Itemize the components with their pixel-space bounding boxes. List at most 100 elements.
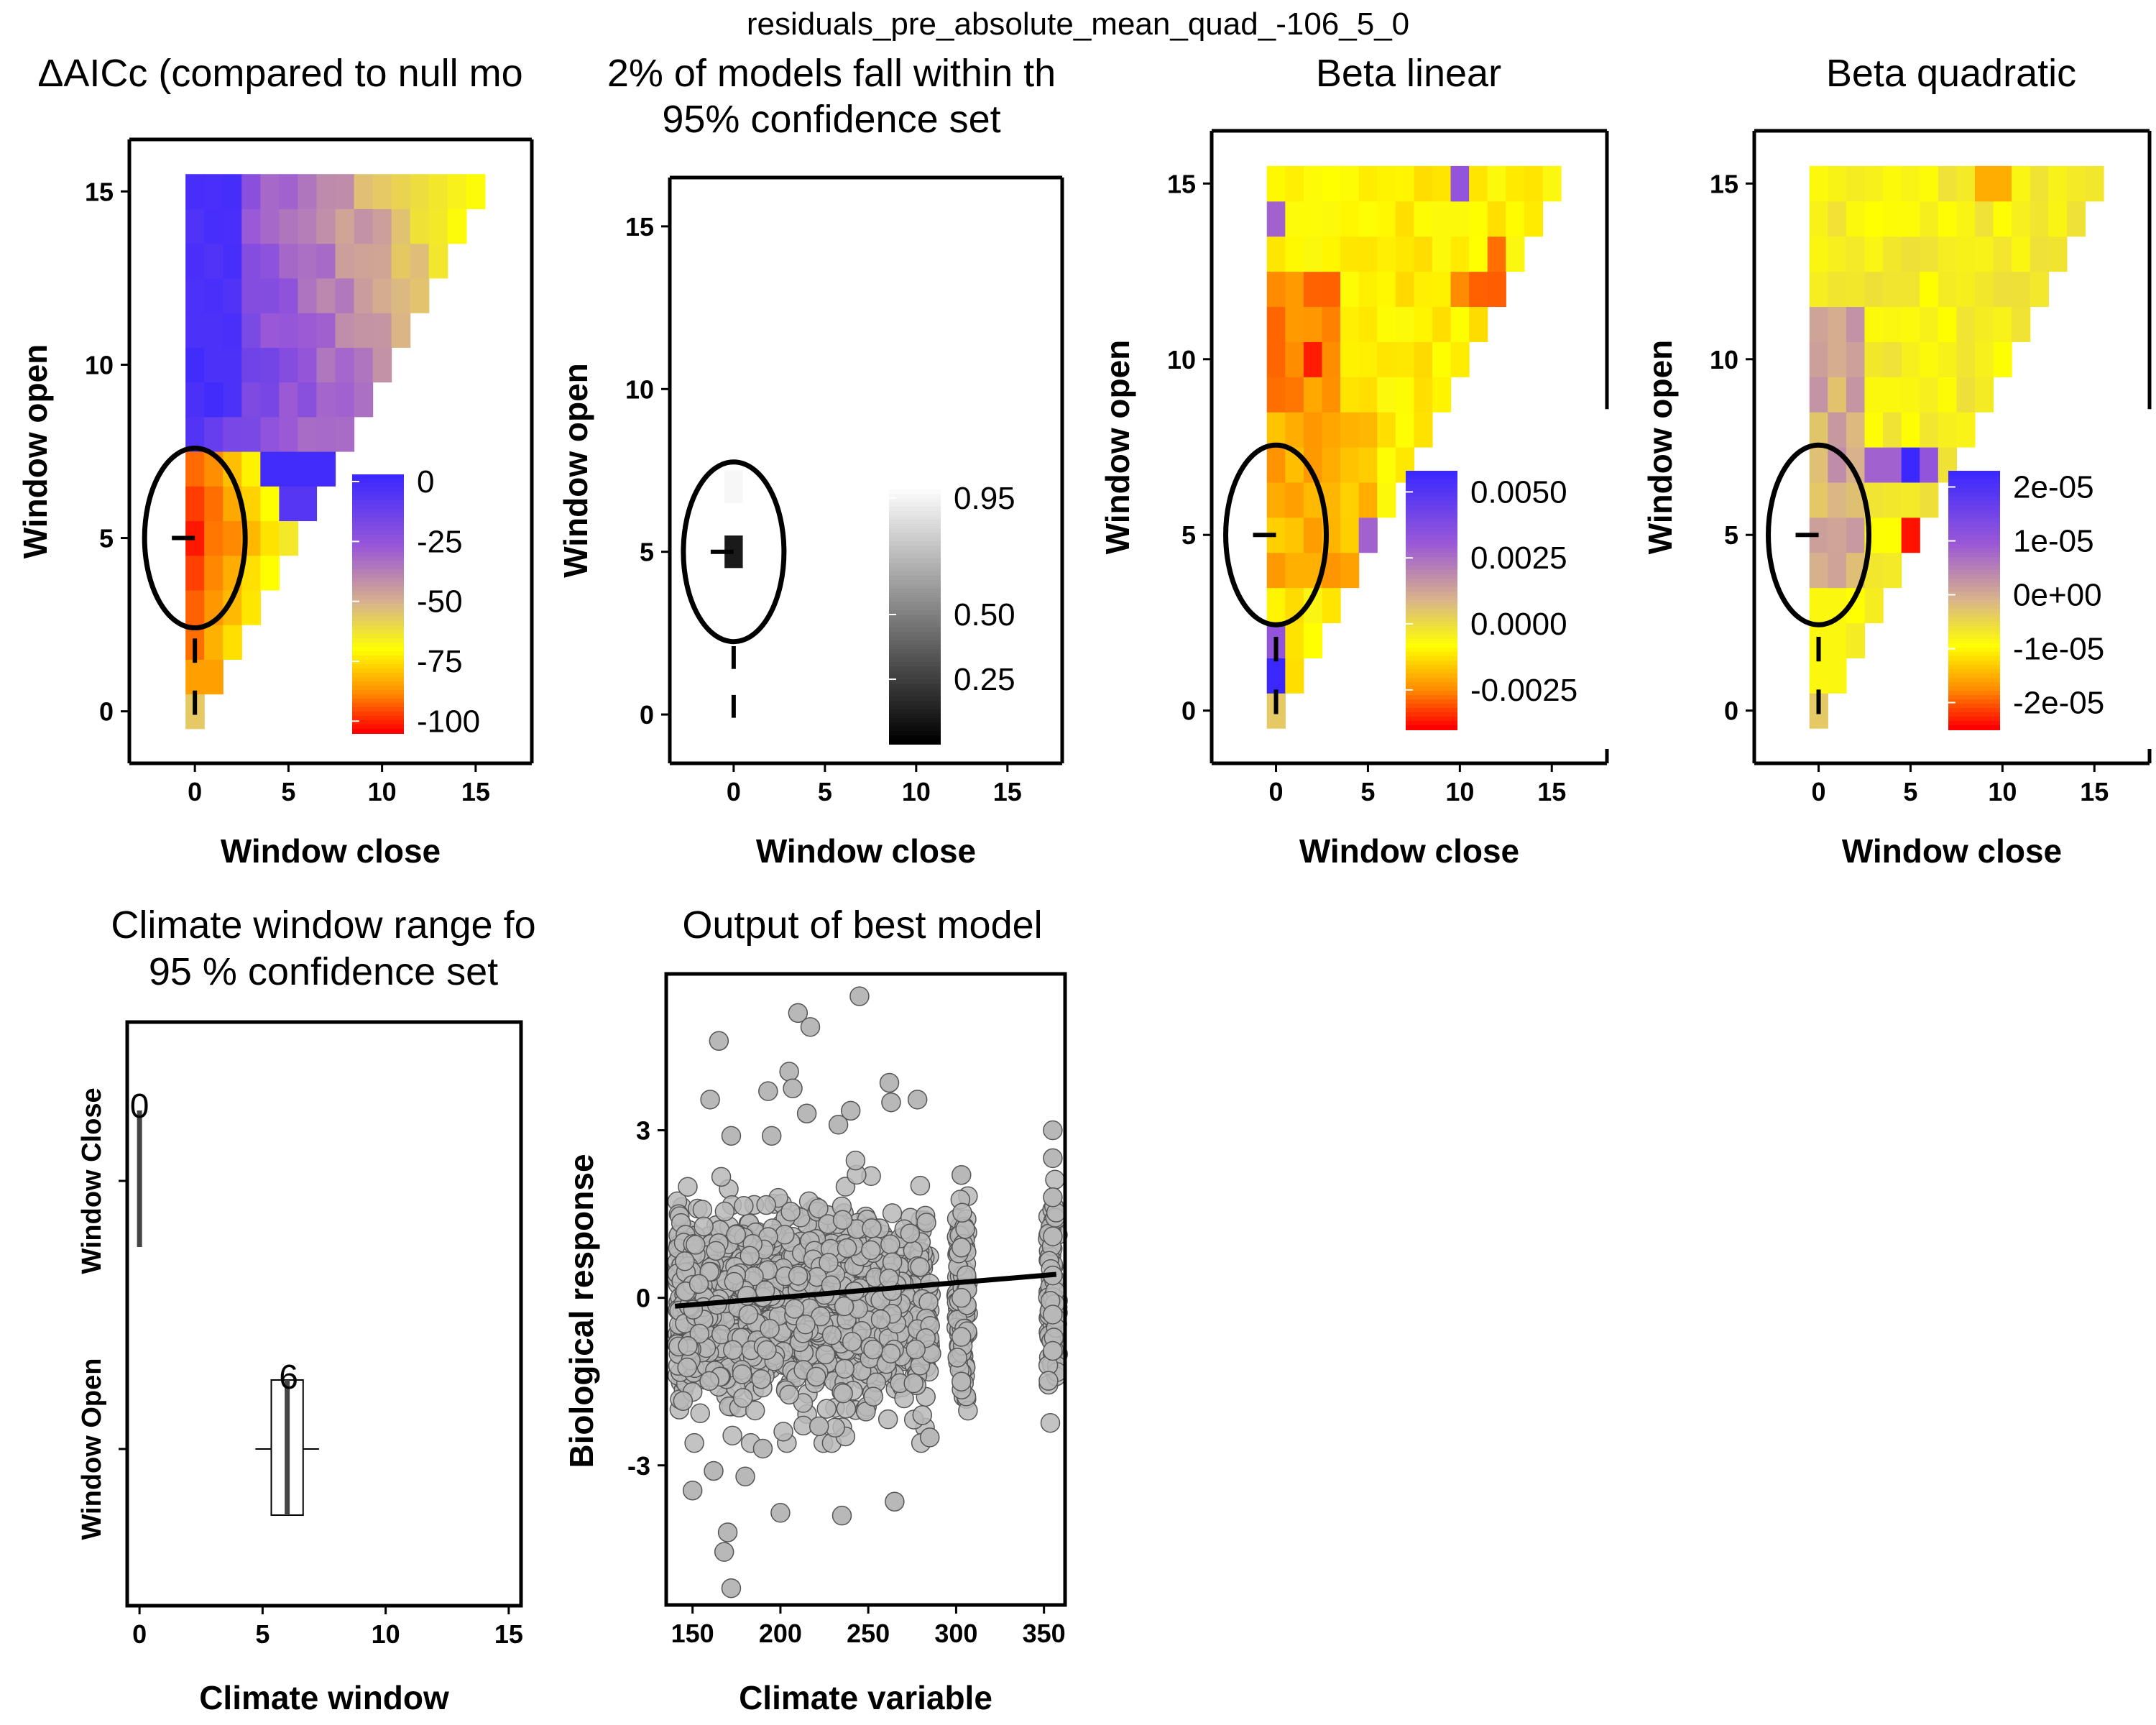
legend-swatch — [352, 656, 404, 661]
heatmap-cell — [1828, 482, 1847, 518]
panel-title: Beta quadratic — [1826, 52, 2076, 95]
heatmap-cell — [260, 174, 280, 210]
legend-swatch — [352, 509, 404, 514]
panel-title: Output of best model — [682, 903, 1042, 947]
heatmap-panel-1: 0 5 10 15 0 5 10 15 Window close Window open ΔAICc… — [17, 52, 534, 870]
scatter-point — [918, 1292, 939, 1312]
panel-title: ΔAICc (compared to null mo — [37, 52, 522, 95]
legend-swatch — [889, 584, 941, 589]
legend-swatch — [1406, 630, 1457, 635]
legend-swatch — [1406, 535, 1457, 540]
legend-swatch — [889, 653, 941, 658]
heatmap-cell — [1266, 271, 1286, 308]
heatmap-cell — [2012, 236, 2031, 272]
heatmap-cell — [1358, 201, 1378, 237]
scatter-point — [751, 1368, 771, 1389]
heatmap-cell — [298, 347, 318, 383]
legend-swatch — [1406, 510, 1457, 515]
heatmap-cell — [372, 243, 392, 279]
x-tick-label: 200 — [759, 1619, 802, 1648]
scatter-point — [704, 1460, 724, 1481]
scatter-point — [800, 1017, 821, 1037]
legend-swatch — [1948, 574, 2000, 579]
best-window-ellipse — [1223, 442, 1330, 627]
legend-swatch — [889, 619, 941, 624]
x-tick-label: 10 — [902, 777, 931, 806]
scatter-point — [861, 1240, 881, 1261]
legend-swatch — [889, 546, 941, 551]
legend-swatch — [1406, 518, 1457, 523]
legend-swatch — [1948, 540, 2000, 545]
legend-label: 0e+00 — [2013, 578, 2102, 613]
scatter-point — [821, 1325, 842, 1346]
heatmap-cell — [1450, 306, 1470, 342]
legend-swatch — [1948, 505, 2000, 510]
heatmap-cell — [1322, 236, 1341, 272]
heatmap-cell — [335, 277, 355, 313]
x-axis-label: Window close — [1842, 832, 2062, 870]
heatmap-cell — [1432, 377, 1452, 413]
heatmap-cell — [1432, 201, 1452, 237]
heatmap-cell — [1883, 552, 1902, 589]
heatmap-cell — [1377, 377, 1396, 413]
legend-swatch — [1948, 665, 2000, 670]
heatmap-cell — [1340, 236, 1360, 272]
heatmap-cell — [1322, 412, 1341, 448]
panel-subtitle: 95% confidence set — [662, 98, 1000, 141]
legend-swatch — [889, 489, 941, 494]
heatmap-cell — [1377, 236, 1396, 272]
legend-swatch — [352, 677, 404, 682]
legend-swatch — [352, 548, 404, 553]
scatter-point — [780, 1202, 801, 1222]
legend-swatch — [1948, 648, 2000, 653]
x-tick-label: 10 — [1988, 777, 2017, 806]
heatmap-cell — [1395, 341, 1414, 377]
legend-swatch — [889, 688, 941, 693]
legend-swatch — [352, 668, 404, 673]
scatter-point — [951, 1164, 972, 1185]
heatmap-cell — [1506, 165, 1525, 202]
heatmap-cell — [1377, 447, 1396, 483]
heatmap-cell — [428, 208, 448, 244]
heatmap-cell — [1322, 201, 1341, 237]
legend-swatch — [889, 735, 941, 740]
heatmap-cell — [1828, 658, 1847, 694]
heatmap-cell — [223, 347, 242, 383]
heatmap-cell — [1809, 552, 1828, 589]
heatmap-cell — [1993, 201, 2012, 237]
y-axis-label: Biological response — [563, 1154, 600, 1468]
heatmap-cell — [241, 243, 261, 279]
heatmap-cell — [1469, 236, 1488, 272]
heatmap-cell — [204, 243, 224, 279]
legend-swatch — [889, 649, 941, 654]
heatmap-cell — [298, 174, 318, 210]
heatmap-cell — [1956, 271, 1976, 308]
legend-swatch — [1948, 704, 2000, 709]
legend-swatch — [352, 518, 404, 523]
heatmap-cell — [1938, 412, 1957, 448]
legend-swatch — [1948, 656, 2000, 661]
heatmap-cell — [1864, 271, 1884, 308]
heatmap-cell — [185, 208, 205, 244]
legend-swatch — [1406, 531, 1457, 536]
heatmap-cell — [1974, 306, 1994, 342]
heatmap-cell — [1395, 236, 1414, 272]
heatmap-cell — [204, 416, 224, 452]
legend-swatch — [1948, 669, 2000, 674]
heatmap-cell — [1956, 306, 1976, 342]
heatmap-cell — [1901, 165, 1920, 202]
scatter-point — [709, 1031, 729, 1051]
heatmap-cell — [1846, 165, 1866, 202]
color-legend: 0 -25 -50 -75 -100 — [352, 464, 480, 739]
heatmap-cell — [354, 347, 374, 383]
scatter-point — [882, 1203, 903, 1223]
legend-swatch — [1948, 717, 2000, 722]
legend-swatch — [889, 589, 941, 594]
heatmap-cell — [241, 347, 261, 383]
heatmap-cell — [1920, 236, 1939, 272]
heatmap-cell — [279, 174, 299, 210]
heatmap-cell — [1285, 552, 1304, 589]
heatmap-cell — [1340, 271, 1360, 308]
